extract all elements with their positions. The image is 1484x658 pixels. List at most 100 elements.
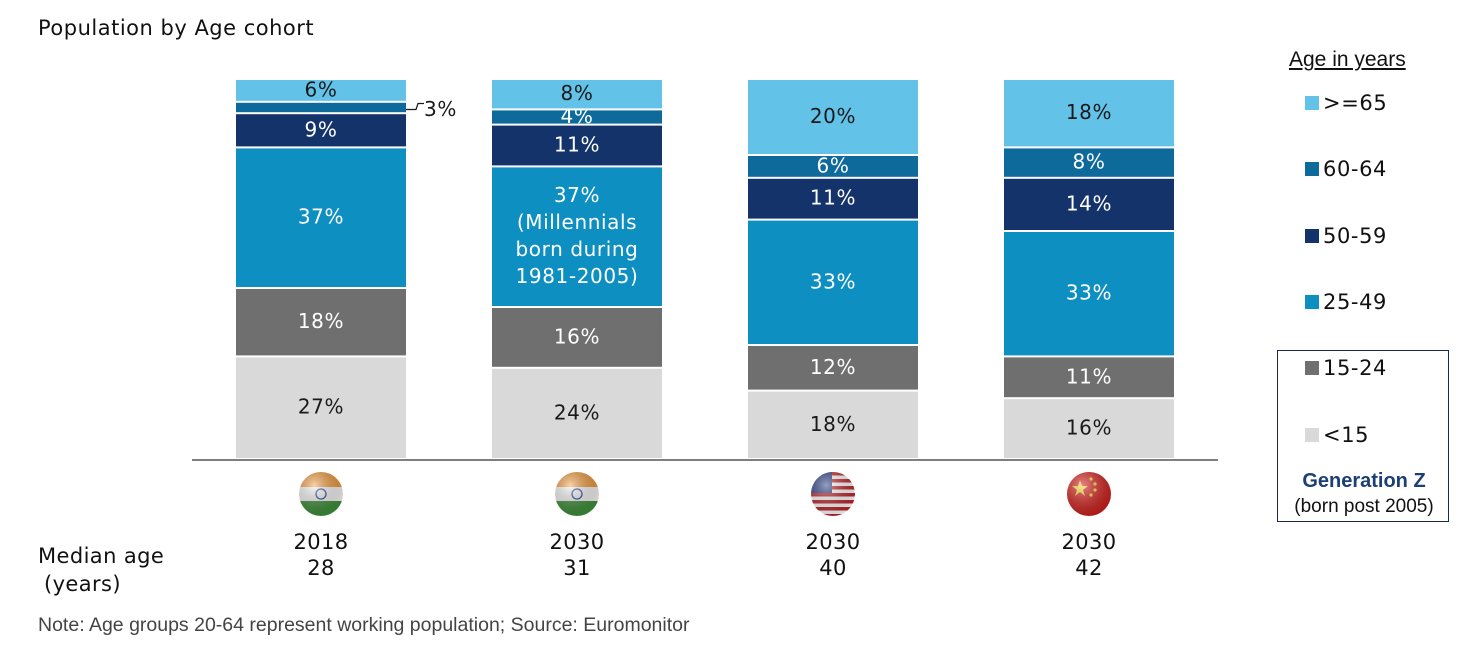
bar-segment: [748, 80, 918, 154]
segment-label: 11%: [810, 185, 856, 209]
segment-label-line: 11%: [1066, 364, 1112, 388]
segment-label: 18%: [298, 309, 344, 333]
bar-segment: [236, 289, 406, 356]
segment-label: 9%: [305, 117, 338, 141]
segment-label-line: 16%: [1066, 415, 1112, 439]
category-year: 2030: [549, 530, 605, 554]
bar-segment: [1004, 357, 1174, 398]
bar-segment: [236, 357, 406, 458]
segment-label-line: 9%: [305, 117, 338, 141]
segment-label-line: 27%: [298, 394, 344, 418]
category-year: 2030: [1061, 530, 1117, 554]
source-note: Note: Age groups 20-64 represent working…: [38, 614, 690, 636]
category-year: 2018: [293, 530, 349, 554]
bar-segment: [236, 148, 406, 287]
bar-segment: [1004, 399, 1174, 458]
segment-label-line: 8%: [561, 81, 594, 105]
china-flag-icon: [1066, 471, 1112, 517]
segment-label: 16%: [554, 324, 600, 348]
category-median-age: 28: [307, 556, 335, 580]
legend-item: 50-59: [1305, 224, 1387, 248]
category-median-age: 40: [819, 556, 847, 580]
segment-label: 33%: [810, 269, 856, 293]
segment-label-line: 33%: [1066, 280, 1112, 304]
leader-line: [406, 102, 424, 111]
bar-segment: [492, 80, 662, 109]
bar-segment: [1004, 232, 1174, 356]
segment-label: 24%: [554, 400, 600, 424]
segment-label: 6%: [817, 153, 850, 177]
legend-item: >=65: [1305, 91, 1387, 115]
segment-label-line: 37%: [554, 183, 600, 207]
x-category-label: 2018 28: [236, 529, 406, 581]
x-category-label: 2030 40: [748, 529, 918, 581]
segment-label-line: 6%: [305, 77, 338, 101]
segment-label-line: 18%: [810, 411, 856, 435]
segment-label-line: 16%: [554, 324, 600, 348]
bar-segment: [1004, 80, 1174, 147]
segment-label: 3%: [424, 97, 457, 121]
legend-label: >=65: [1323, 91, 1388, 115]
legend-item: <15: [1305, 423, 1369, 447]
bar-segment: [492, 110, 662, 124]
legend-item: 15-24: [1305, 356, 1387, 380]
category-median-age: 42: [1075, 556, 1103, 580]
bar-segment: [748, 220, 918, 344]
median-age-label-line1: Median age: [38, 544, 165, 568]
generation-z-subtitle: (born post 2005): [1294, 496, 1434, 517]
bar-segment: [236, 114, 406, 147]
segment-label: 18%: [1066, 100, 1112, 124]
segment-label-line: 24%: [554, 400, 600, 424]
generation-z-title: Generation Z: [1302, 470, 1426, 492]
segment-label: 20%: [810, 104, 856, 128]
median-age-label: Median age (years): [38, 542, 164, 598]
bar-segment: [748, 178, 918, 219]
usa-flag-icon: [810, 471, 856, 517]
segment-label: 27%: [298, 394, 344, 418]
legend-label: 25-49: [1323, 290, 1388, 314]
segment-label-line: 20%: [810, 104, 856, 128]
bar-segment: [236, 80, 406, 101]
segment-label-line: 33%: [810, 269, 856, 293]
legend-swatch: [1305, 295, 1319, 309]
segment-label-line: 14%: [1066, 191, 1112, 215]
generation-z-box: [1277, 350, 1449, 522]
segment-label: 33%: [1066, 280, 1112, 304]
segment-label: 14%: [1066, 191, 1112, 215]
bar-segment: [492, 368, 662, 458]
segment-label-line: 37%: [298, 204, 344, 228]
segment-label: 12%: [810, 354, 856, 378]
bar-segment: [1004, 178, 1174, 230]
legend-title: Age in years: [1289, 48, 1406, 71]
bar-segment: [492, 125, 662, 166]
segment-label-line: 18%: [298, 309, 344, 333]
legend-swatch: [1305, 96, 1319, 110]
segment-label: 37% (Millennials born during 1981-2005): [516, 183, 639, 288]
legend-swatch: [1305, 428, 1319, 442]
segment-label: 16%: [1066, 415, 1112, 439]
bar-segment: [748, 156, 918, 177]
segment-label-line: 11%: [810, 185, 856, 209]
bar-segment: [236, 102, 406, 113]
segment-label: 18%: [810, 411, 856, 435]
segment-label: 11%: [1066, 364, 1112, 388]
segment-label-line: 11%: [554, 132, 600, 156]
x-category-label: 2030 42: [1004, 529, 1174, 581]
bar-segment: [748, 346, 918, 390]
segment-label-line: born during: [516, 237, 639, 261]
segment-label-line: 8%: [1073, 149, 1106, 173]
india-flag-icon: [298, 471, 344, 517]
segment-label-line: 6%: [817, 153, 850, 177]
segment-label: 8%: [561, 81, 594, 105]
legend-label: 60-64: [1323, 157, 1388, 181]
segment-label: 37%: [298, 204, 344, 228]
x-category-label: 2030 31: [492, 529, 662, 581]
legend-swatch: [1305, 229, 1319, 243]
segment-label: 8%: [1073, 149, 1106, 173]
legend-swatch: [1305, 361, 1319, 375]
legend-swatch: [1305, 162, 1319, 176]
legend-item: 25-49: [1305, 290, 1387, 314]
legend-label: 15-24: [1323, 356, 1388, 380]
category-median-age: 31: [563, 556, 591, 580]
